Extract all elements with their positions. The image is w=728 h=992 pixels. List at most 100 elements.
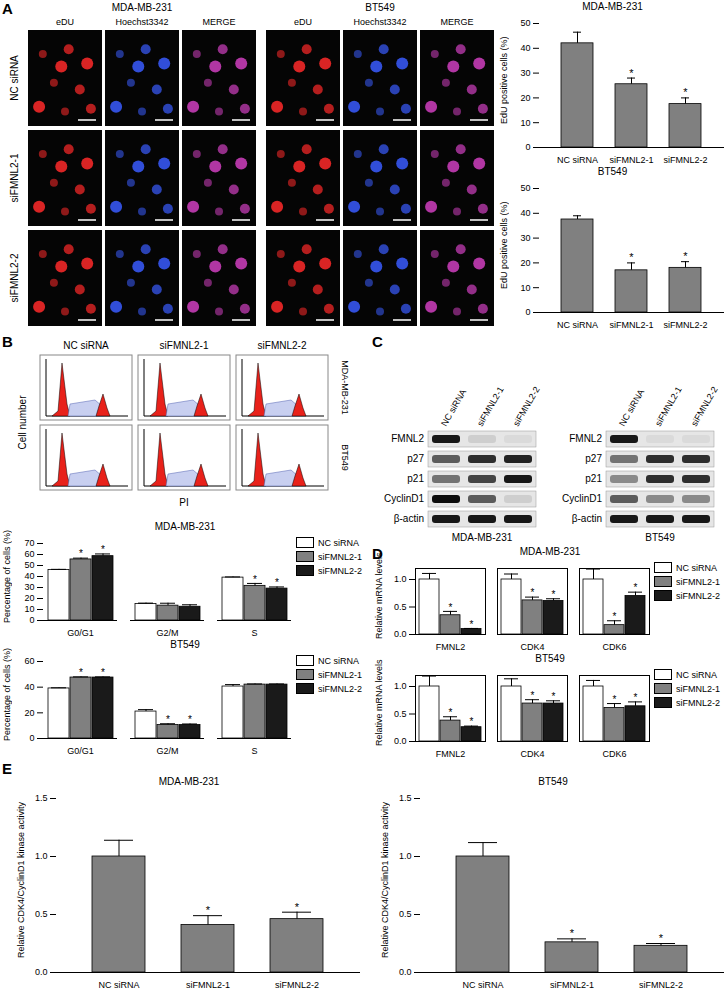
- svg-text:siFMNL2-2: siFMNL2-2: [275, 980, 319, 990]
- svg-text:*: *: [295, 901, 300, 913]
- svg-text:1.0: 1.0: [394, 574, 407, 584]
- svg-text:*: *: [659, 932, 664, 944]
- svg-text:FMNL2: FMNL2: [436, 642, 466, 652]
- svg-text:G0/G1: G0/G1: [67, 746, 94, 756]
- svg-text:*: *: [531, 587, 535, 598]
- svg-text:siFMNL2-1: siFMNL2-1: [186, 980, 230, 990]
- svg-text:β-actin: β-actin: [572, 513, 602, 524]
- svg-text:p27: p27: [407, 453, 424, 464]
- svg-text:40: 40: [520, 208, 530, 218]
- svg-text:siFMNL2-2: siFMNL2-2: [511, 385, 542, 428]
- svg-text:*: *: [552, 691, 556, 702]
- svg-text:50: 50: [24, 560, 34, 570]
- svg-text:0: 0: [525, 307, 530, 317]
- svg-text:*: *: [683, 250, 688, 262]
- svg-text:20: 20: [520, 258, 530, 268]
- svg-text:siFMNL2-2: siFMNL2-2: [9, 253, 20, 302]
- svg-text:FMNL2: FMNL2: [436, 749, 466, 759]
- svg-text:1.0: 1.0: [394, 681, 407, 691]
- svg-text:FMNL2: FMNL2: [391, 433, 424, 444]
- svg-text:CDK4: CDK4: [520, 749, 544, 759]
- svg-text:70: 70: [24, 538, 34, 548]
- svg-text:siFMNL2-2: siFMNL2-2: [663, 320, 707, 330]
- svg-text:*: *: [449, 707, 453, 718]
- svg-text:G0/G1: G0/G1: [67, 628, 94, 638]
- svg-text:CDK6: CDK6: [602, 642, 626, 652]
- svg-text:siFMNL2-1: siFMNL2-1: [609, 155, 653, 165]
- svg-text:Cell number: Cell number: [17, 395, 28, 450]
- svg-text:BT549: BT549: [645, 532, 675, 543]
- svg-text:p21: p21: [585, 473, 602, 484]
- svg-text:*: *: [470, 716, 474, 727]
- svg-text:1.0: 1.0: [399, 851, 412, 861]
- svg-text:p27: p27: [585, 453, 602, 464]
- svg-text:0.5: 0.5: [35, 909, 48, 919]
- svg-text:MDA-MB-231: MDA-MB-231: [340, 360, 350, 415]
- svg-text:20: 20: [24, 593, 34, 603]
- svg-text:*: *: [613, 694, 617, 705]
- svg-text:siFMNL2-1: siFMNL2-1: [475, 385, 506, 428]
- svg-text:S: S: [251, 628, 257, 638]
- svg-text:*: *: [101, 667, 105, 678]
- svg-text:G2/M: G2/M: [156, 746, 178, 756]
- svg-text:30: 30: [24, 582, 34, 592]
- svg-text:PI: PI: [179, 497, 188, 508]
- svg-text:50: 50: [520, 18, 530, 28]
- svg-text:MDA-MB-231: MDA-MB-231: [112, 2, 173, 13]
- svg-text:1.0: 1.0: [35, 851, 48, 861]
- svg-text:40: 40: [24, 571, 34, 581]
- svg-text:*: *: [206, 904, 211, 916]
- svg-text:*: *: [570, 927, 575, 939]
- svg-text:50: 50: [520, 183, 530, 193]
- svg-text:0.5: 0.5: [394, 602, 407, 612]
- svg-text:1.5: 1.5: [35, 793, 48, 803]
- svg-text:CyclinD1: CyclinD1: [562, 493, 602, 504]
- svg-text:β-actin: β-actin: [394, 513, 424, 524]
- svg-text:siFMNL2-2: siFMNL2-2: [639, 980, 683, 990]
- svg-text:MDA-MB-231: MDA-MB-231: [452, 532, 513, 543]
- svg-text:10: 10: [24, 604, 34, 614]
- svg-text:Hoechst3342: Hoechst3342: [115, 17, 168, 27]
- svg-text:S: S: [251, 746, 257, 756]
- svg-text:eDU: eDU: [56, 17, 74, 27]
- svg-text:60: 60: [24, 549, 34, 559]
- svg-text:siFMNL2-2: siFMNL2-2: [258, 340, 307, 351]
- svg-text:NC siRNA: NC siRNA: [9, 55, 20, 101]
- svg-text:siFMNL2-1: siFMNL2-1: [653, 385, 684, 428]
- svg-text:*: *: [634, 692, 638, 703]
- svg-text:CDK4: CDK4: [520, 642, 544, 652]
- svg-text:NC siRNA: NC siRNA: [557, 320, 598, 330]
- svg-text:BT549: BT549: [340, 444, 350, 471]
- svg-text:0.0: 0.0: [394, 629, 407, 639]
- svg-text:0: 0: [29, 615, 34, 625]
- svg-text:BT549: BT549: [365, 2, 395, 13]
- svg-text:NC siRNA: NC siRNA: [557, 155, 598, 165]
- svg-text:20: 20: [24, 708, 34, 718]
- svg-text:NC siRNA: NC siRNA: [98, 980, 139, 990]
- svg-text:siFMNL2-1: siFMNL2-1: [160, 340, 209, 351]
- svg-text:*: *: [470, 619, 474, 630]
- svg-text:*: *: [629, 67, 634, 79]
- svg-text:siFMNL2-2: siFMNL2-2: [689, 385, 720, 428]
- svg-text:NC siRNA: NC siRNA: [63, 340, 109, 351]
- svg-text:*: *: [79, 667, 83, 678]
- svg-text:*: *: [79, 548, 83, 559]
- svg-text:CDK6: CDK6: [602, 749, 626, 759]
- svg-text:0.0: 0.0: [399, 967, 412, 977]
- svg-text:*: *: [101, 544, 105, 555]
- svg-text:0.0: 0.0: [394, 736, 407, 746]
- svg-text:*: *: [552, 589, 556, 600]
- svg-text:eDU: eDU: [294, 17, 312, 27]
- svg-text:20: 20: [520, 93, 530, 103]
- svg-text:*: *: [166, 714, 170, 725]
- svg-text:*: *: [253, 574, 257, 585]
- svg-text:MERGE: MERGE: [440, 17, 473, 27]
- svg-text:siFMNL2-1: siFMNL2-1: [9, 153, 20, 202]
- svg-text:NC siRNA: NC siRNA: [617, 387, 646, 428]
- svg-text:CyclinD1: CyclinD1: [384, 493, 424, 504]
- svg-text:0.5: 0.5: [399, 909, 412, 919]
- svg-text:40: 40: [24, 682, 34, 692]
- svg-text:FMNL2: FMNL2: [569, 433, 602, 444]
- svg-text:*: *: [683, 86, 688, 98]
- svg-text:Hoechst3342: Hoechst3342: [353, 17, 406, 27]
